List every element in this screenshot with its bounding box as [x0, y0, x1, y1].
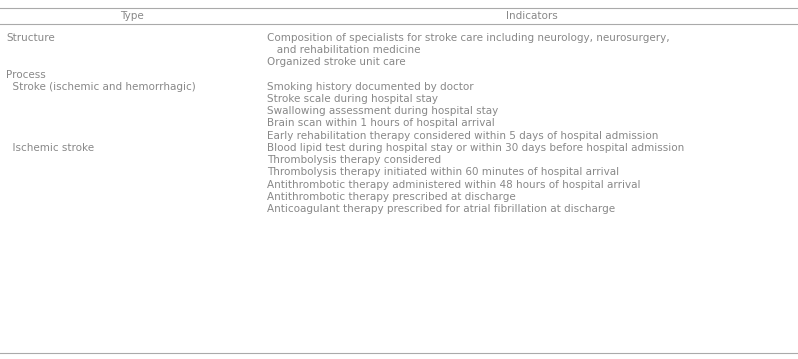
- Text: Blood lipid test during hospital stay or within 30 days before hospital admissio: Blood lipid test during hospital stay or…: [267, 143, 685, 153]
- Text: Swallowing assessment during hospital stay: Swallowing assessment during hospital st…: [267, 106, 499, 116]
- Text: Antithrombotic therapy administered within 48 hours of hospital arrival: Antithrombotic therapy administered with…: [267, 180, 641, 190]
- Text: Process: Process: [6, 70, 46, 80]
- Text: Stroke (ischemic and hemorrhagic): Stroke (ischemic and hemorrhagic): [6, 82, 196, 92]
- Text: Anticoagulant therapy prescribed for atrial fibrillation at discharge: Anticoagulant therapy prescribed for atr…: [267, 204, 615, 214]
- Text: Ischemic stroke: Ischemic stroke: [6, 143, 94, 153]
- Text: Organized stroke unit care: Organized stroke unit care: [267, 57, 406, 67]
- Text: Thrombolysis therapy initiated within 60 minutes of hospital arrival: Thrombolysis therapy initiated within 60…: [267, 167, 619, 177]
- Text: Early rehabilitation therapy considered within 5 days of hospital admission: Early rehabilitation therapy considered …: [267, 131, 658, 141]
- Text: Type: Type: [120, 11, 144, 21]
- Text: Composition of specialists for stroke care including neurology, neurosurgery,: Composition of specialists for stroke ca…: [267, 33, 670, 43]
- Text: Smoking history documented by doctor: Smoking history documented by doctor: [267, 82, 474, 92]
- Text: Structure: Structure: [6, 33, 55, 43]
- Text: Thrombolysis therapy considered: Thrombolysis therapy considered: [267, 155, 441, 165]
- Text: Stroke scale during hospital stay: Stroke scale during hospital stay: [267, 94, 438, 104]
- Text: Brain scan within 1 hours of hospital arrival: Brain scan within 1 hours of hospital ar…: [267, 118, 495, 129]
- Text: and rehabilitation medicine: and rehabilitation medicine: [267, 45, 421, 55]
- Text: Antithrombotic therapy prescribed at discharge: Antithrombotic therapy prescribed at dis…: [267, 192, 516, 202]
- Text: Indicators: Indicators: [507, 11, 558, 21]
